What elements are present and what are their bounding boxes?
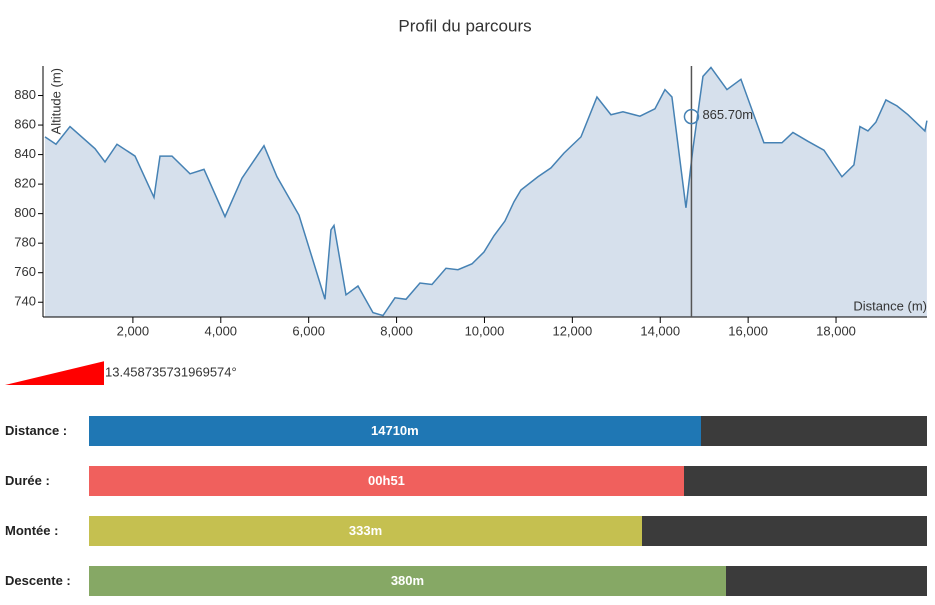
y-axis-label: Altitude (m): [48, 68, 63, 134]
x-tick-label: 12,000: [552, 323, 592, 338]
y-tick-label: 760: [14, 264, 36, 279]
stat-value: 333m: [348, 523, 383, 538]
slope-triangle: [5, 361, 104, 385]
x-tick-label: 18,000: [816, 323, 856, 338]
stat-track: 14710m: [89, 416, 927, 446]
chart: Profil du parcours 740 760 780 800 820 840 860…: [5, 16, 928, 385]
y-tick-label: 840: [14, 146, 36, 161]
y-tick-label: 740: [14, 294, 36, 309]
y-tick-label: 880: [14, 87, 36, 102]
stat-track: 380m: [89, 566, 927, 596]
stat-label: Descente :: [5, 573, 71, 588]
chart-title: Profil du parcours: [398, 16, 531, 35]
stat-row: Durée : 00h51: [0, 466, 935, 496]
stat-track: 00h51: [89, 466, 927, 496]
y-tick-label: 860: [14, 116, 36, 131]
y-tick-label: 820: [14, 176, 36, 191]
stat-bar: 380m: [89, 566, 726, 596]
x-tick-label: 6,000: [292, 323, 325, 338]
stat-bar: 14710m: [89, 416, 701, 446]
cursor-label: 865.70m: [702, 107, 753, 122]
stat-label: Montée :: [5, 523, 59, 538]
stat-row: Descente : 380m: [0, 566, 935, 596]
stat-value: 00h51: [368, 473, 405, 488]
stat-label: Distance :: [5, 423, 68, 438]
stat-bar: 333m: [89, 516, 643, 546]
stat-label: Durée :: [5, 473, 50, 488]
slope-label: 13.458735731969574°: [105, 364, 237, 379]
x-tick-label: 16,000: [728, 323, 768, 338]
y-tick-label: 800: [14, 205, 36, 220]
stat-value: 380m: [390, 573, 425, 588]
cursor-point: [683, 108, 700, 125]
area-fill: [45, 67, 927, 317]
x-tick-label: 10,000: [465, 323, 505, 338]
line: [44, 66, 928, 317]
stat-value: 14710m: [371, 423, 419, 438]
x-axis-label: Distance (m): [853, 298, 927, 313]
x-tick-label: 4,000: [205, 323, 238, 338]
stat-row: Distance : 14710m: [0, 416, 935, 446]
x-tick-label: 2,000: [117, 323, 150, 338]
stat-bar: 00h51: [89, 466, 684, 496]
y-tick-label: 780: [14, 235, 36, 250]
stat-track: 333m: [89, 516, 927, 546]
x-tick-label: 8,000: [380, 323, 413, 338]
x-tick-label: 14,000: [640, 323, 680, 338]
stat-row: Montée : 333m: [0, 516, 935, 546]
